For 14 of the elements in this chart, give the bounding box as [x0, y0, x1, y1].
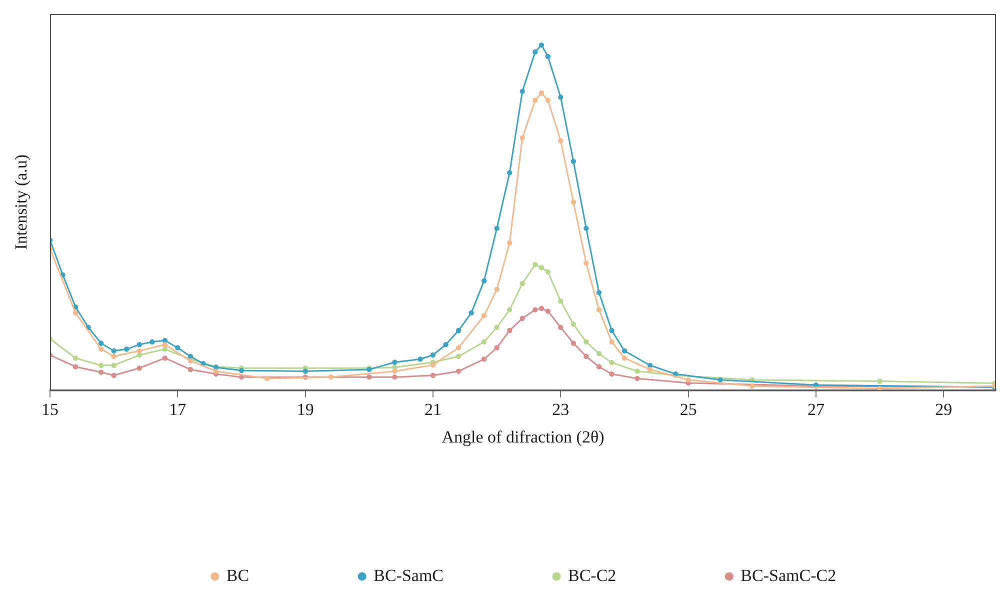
legend-label: BC-SamC: [374, 566, 444, 585]
x-tick-label: 19: [296, 400, 314, 419]
x-tick-label: 29: [935, 400, 952, 419]
x-tick-label: 21: [424, 400, 442, 419]
legend-label: BC: [226, 566, 250, 585]
legend-label: BC-C2: [568, 566, 616, 585]
x-axis-title: Angle of difraction (2θ): [442, 427, 604, 446]
x-tick-label: 25: [680, 400, 697, 419]
x-tick-label: 23: [552, 400, 570, 419]
x-tick-label: 17: [169, 400, 187, 419]
x-tick-label: 27: [807, 400, 825, 419]
y-axis-title: Intensity (a.u): [11, 154, 30, 250]
x-tick-label: 15: [42, 400, 58, 419]
legend-label: BC-SamC-C2: [740, 566, 836, 585]
